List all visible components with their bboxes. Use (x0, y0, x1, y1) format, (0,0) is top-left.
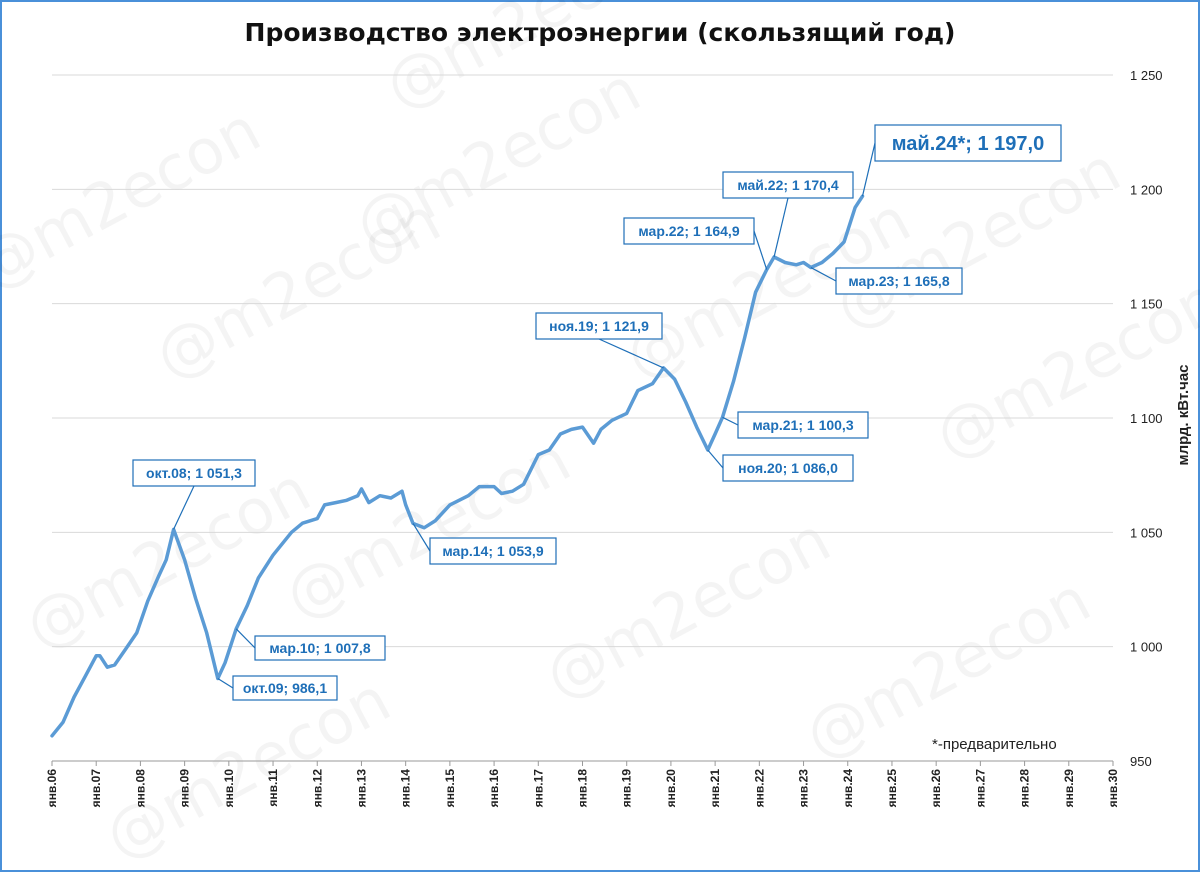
annotation-leader (412, 523, 431, 552)
chart-title: Производство электроэнергии (скользящий … (244, 18, 956, 47)
y-axis-label: млрд. кВт.час (1175, 364, 1192, 465)
x-tick-label: янв.16 (487, 769, 501, 808)
y-tick-label: 1 250 (1130, 68, 1163, 83)
annotation-leader (217, 677, 234, 689)
annotation-box (254, 635, 386, 661)
annotation-leader (861, 142, 876, 197)
x-tick-label: янв.11 (266, 769, 280, 807)
annotation-label: ноя.19; 1 121,9 (549, 318, 649, 334)
annotation-box (874, 124, 1062, 162)
annotation-label: окт.09; 986,1 (243, 680, 327, 696)
annotation-label: мар.21; 1 100,3 (752, 417, 853, 433)
x-tick-label: янв.26 (929, 769, 943, 808)
annotation-leader (810, 267, 837, 282)
annotation-leader (753, 230, 768, 270)
annotation-box (132, 459, 256, 487)
annotation-box (835, 267, 963, 295)
x-tick-label: янв.15 (443, 769, 457, 808)
x-tick-label: янв.14 (399, 769, 413, 808)
x-tick-label: янв.24 (841, 769, 855, 808)
annotation-box (623, 217, 755, 245)
x-tick-label: янв.09 (178, 769, 192, 808)
y-tick-label: 1 000 (1130, 640, 1163, 655)
x-tick-label: янв.10 (222, 769, 236, 808)
footnote: *-предварительно (932, 736, 1057, 753)
y-tick-label: 950 (1130, 754, 1152, 769)
annotation-label: мар.22; 1 164,9 (638, 223, 739, 239)
annotation-box (737, 411, 869, 439)
x-tick-label: янв.20 (664, 769, 678, 808)
annotations: окт.08; 1 051,3 окт.09; 986,1 мар.10; 1 00… (132, 124, 1062, 701)
watermark-text: @m2econ (923, 263, 1200, 474)
annotation-label: май.24*; 1 197,0 (892, 133, 1044, 155)
x-tick-label: янв.18 (576, 769, 590, 808)
annotation-box (429, 537, 557, 565)
annotation-label: мар.14; 1 053,9 (442, 543, 543, 559)
y-tick-label: 1 150 (1130, 297, 1163, 312)
x-tick-label: янв.22 (752, 769, 766, 808)
x-axis: янв.06 янв.07 янв.08 янв.09 янв.10 янв.11 янв.… (45, 761, 1120, 807)
x-tick-label: янв.30 (1106, 769, 1120, 808)
annotation-leader (598, 338, 664, 369)
x-tick-label: янв.25 (885, 769, 899, 808)
annotation-label: окт.08; 1 051,3 (146, 465, 242, 481)
x-tick-label: янв.28 (1018, 769, 1032, 808)
watermark-text: @m2econ (0, 93, 272, 304)
x-tick-label: янв.08 (133, 769, 147, 808)
y-axis: 950 1 000 1 050 1 100 1 150 1 200 1 250 (1130, 68, 1163, 769)
annotation-leader (235, 628, 256, 649)
annotation-box (232, 675, 338, 701)
x-tick-label: янв.19 (620, 769, 634, 808)
x-tick-label: янв.12 (310, 769, 324, 808)
annotation-box (535, 312, 663, 340)
x-tick-label: янв.27 (973, 769, 987, 808)
y-tick-label: 1 100 (1130, 411, 1163, 426)
x-tick-label: янв.29 (1062, 769, 1076, 808)
y-tick-label: 1 050 (1130, 525, 1163, 540)
y-tick-label: 1 200 (1130, 182, 1163, 197)
x-tick-label: янв.17 (531, 769, 545, 808)
annotation-leader (722, 416, 739, 426)
x-tick-label: янв.21 (708, 769, 722, 808)
x-tick-label: янв.13 (354, 769, 368, 808)
watermark-text: @m2econ (273, 423, 582, 634)
annotation-label: май.22; 1 170,4 (737, 177, 839, 193)
annotation-leader (173, 485, 195, 530)
annotation-label: ноя.20; 1 086,0 (738, 460, 838, 476)
watermark-text: @m2econ (533, 503, 842, 714)
annotation-box (722, 454, 854, 482)
x-tick-label: янв.07 (89, 769, 103, 808)
annotation-leader (773, 197, 789, 258)
x-tick-label: янв.06 (45, 769, 59, 808)
annotation-box (722, 171, 854, 199)
annotation-label: мар.23; 1 165,8 (848, 273, 949, 289)
annotation-leader (707, 449, 724, 469)
x-tick-label: янв.23 (797, 769, 811, 808)
series-line (50, 194, 865, 738)
annotation-label: мар.10; 1 007,8 (269, 640, 370, 656)
